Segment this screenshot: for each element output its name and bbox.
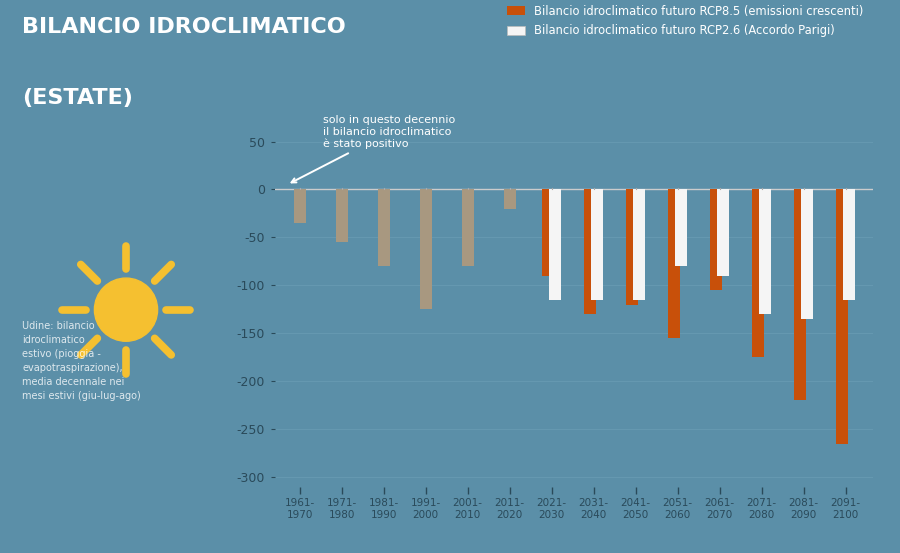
Text: solo in questo decennio
il bilancio idroclimatico
è stato positivo: solo in questo decennio il bilancio idro… [292,116,455,182]
Bar [419,190,432,309]
Bar [634,190,645,300]
Bar [543,190,554,276]
Bar [801,190,813,319]
Legend: Bilancio idroclimatico storico, Bilancio idroclimatico futuro RCP8.5 (emissioni : Bilancio idroclimatico storico, Bilancio… [503,0,868,40]
Bar [293,190,306,223]
Bar [504,190,516,208]
Bar [626,190,638,305]
Circle shape [94,278,158,341]
Bar [669,190,680,338]
Bar [336,190,347,242]
Bar [462,190,473,266]
Bar [795,190,806,400]
Text: (ESTATE): (ESTATE) [22,88,133,108]
Text: Udine: bilancio
idroclimatico
estivo (pioggia -
evapotraspirazione),
media decen: Udine: bilancio idroclimatico estivo (pi… [22,321,141,401]
Bar [836,190,848,444]
Bar [710,190,722,290]
Bar [378,190,390,266]
Bar [843,190,855,300]
Bar [760,190,771,314]
Bar [549,190,561,300]
Bar [584,190,596,314]
Bar [591,190,603,300]
Bar [675,190,687,266]
Bar [752,190,764,357]
Text: BILANCIO IDROCLIMATICO: BILANCIO IDROCLIMATICO [22,17,346,36]
Bar [717,190,729,276]
